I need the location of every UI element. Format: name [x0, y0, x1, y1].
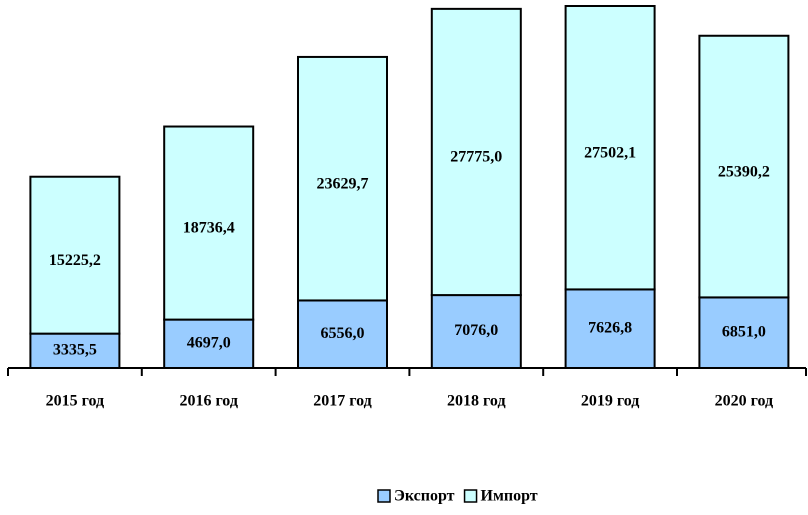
x-tick-label: 2019 год [581, 393, 640, 410]
data-label: 4697,0 [187, 334, 231, 351]
bar-segment [564, 5, 656, 291]
x-tick-label: 2020 год [715, 393, 774, 410]
bar-segment [163, 125, 255, 321]
x-tick-label: 2017 год [313, 393, 372, 410]
bar-segment [297, 55, 388, 302]
x-tick-label: 2018 год [447, 393, 506, 410]
data-label: 27775,0 [450, 149, 502, 166]
bar-segment [430, 7, 522, 297]
data-label: 6556,0 [321, 325, 365, 342]
bar-segment [698, 296, 790, 369]
data-label: 6851,0 [722, 323, 766, 340]
data-label: 7076,0 [454, 322, 498, 339]
data-label: 23629,7 [317, 175, 369, 192]
bar-segment [698, 34, 790, 299]
x-tick-label: 2016 год [179, 393, 238, 410]
data-label: 7626,8 [588, 319, 632, 336]
data-label: 15225,2 [49, 252, 101, 269]
data-label: 3335,5 [53, 341, 97, 358]
legend-swatch [463, 489, 478, 503]
data-label: 18736,4 [183, 220, 235, 237]
data-label: 25390,2 [718, 163, 770, 180]
legend-label: Импорт [481, 488, 538, 505]
data-label: 27502,1 [584, 144, 636, 161]
bar-segment [29, 175, 121, 335]
x-tick-label: 2015 год [46, 393, 105, 410]
legend-swatch [377, 489, 391, 503]
legend-label: Экспорт [394, 488, 455, 505]
